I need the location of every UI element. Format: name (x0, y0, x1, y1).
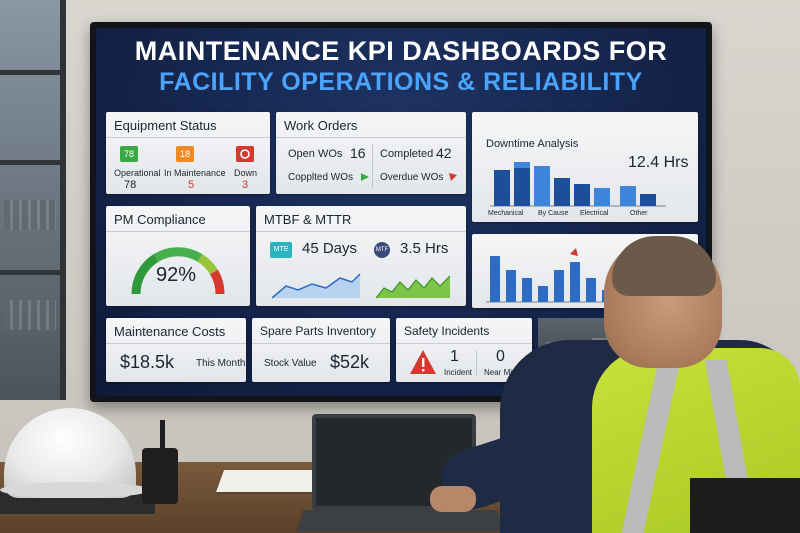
hard-hat-brim (0, 482, 150, 498)
completed-value: 42 (436, 145, 452, 161)
flag-icon (449, 173, 457, 181)
mtbf-value: 45 Days (302, 240, 358, 257)
trend-bar-chart (486, 248, 612, 303)
open-wos-label: Open WOs (288, 148, 343, 160)
coppl-wos-label: Copplted WOs (288, 172, 354, 183)
alert-icon (240, 149, 250, 159)
mtbf-trend-chart (271, 273, 361, 299)
down-badge (236, 146, 254, 162)
card-header (256, 206, 466, 232)
open-wos-value: 16 (350, 145, 366, 161)
downtime-analysis-card: Downtime Analysis 12.4 Hrs Mechanical By… (472, 112, 698, 222)
incident-value: 1 (450, 348, 459, 365)
worker-hand (430, 486, 476, 512)
card-title: Equipment Status (114, 118, 217, 133)
play-icon (361, 173, 369, 181)
costs-period: This Month (196, 358, 246, 369)
operational-value: 78 (124, 179, 137, 191)
radio-antenna (160, 420, 165, 450)
pm-compliance-value: 92% (156, 264, 197, 286)
down-label: Down (234, 168, 258, 178)
factory-machinery (4, 200, 56, 230)
work-orders-card: Work Orders Open WOs 16 Completed 42 Cop… (276, 112, 466, 194)
mttr-trend-chart (375, 275, 451, 299)
card-title: Safety Incidents (404, 324, 490, 338)
card-title: PM Compliance (114, 212, 206, 227)
card-header (106, 112, 270, 138)
stock-value-label: Stock Value (264, 358, 317, 369)
mttr-badge: MTF (374, 242, 390, 258)
spare-parts-card: Spare Parts Inventory Stock Value $52k (252, 318, 390, 382)
window-mullion (0, 160, 60, 165)
card-title: MTBF & MTTR (264, 212, 352, 227)
card-header (252, 318, 390, 344)
mtbf-mttr-card: MTBF & MTTR MTE 45 Days MTF 3.5 Hrs (256, 206, 466, 306)
category-label: Mechanical (488, 210, 524, 217)
downtime-value: 12.4 Hrs (628, 154, 689, 171)
factory-machinery (4, 300, 56, 330)
downtime-bar-chart (490, 162, 666, 207)
equipment-status-card: Equipment Status 78 18 Operational In Ma… (106, 112, 270, 194)
pm-compliance-gauge (131, 247, 225, 295)
category-label: Other (630, 210, 648, 217)
safety-incidents-card: Safety Incidents 1 Incident 0 Near Misse… (396, 318, 532, 382)
pm-compliance-card: PM Compliance 92% (106, 206, 250, 306)
maintenance-value: 5 (188, 179, 195, 191)
dashboard-subtitle: FACILITY OPERATIONS & RELIABILITY (159, 68, 643, 96)
card-header (106, 318, 246, 344)
paper-documents (215, 470, 325, 492)
costs-value: $18.5k (120, 352, 175, 372)
card-header (106, 206, 250, 232)
category-label: By Cause (538, 210, 569, 217)
overdue-wos-label: Overdue WOs (380, 172, 444, 183)
kpi-dashboard-screen: MAINTENANCE KPI DASHBOARDS FOR FACILITY … (96, 28, 706, 396)
card-title: Maintenance Costs (114, 324, 226, 339)
laptop-keyboard (296, 510, 504, 532)
stock-value: $52k (330, 352, 370, 372)
mtbf-badge: MTE (270, 242, 292, 258)
card-title: Spare Parts Inventory (260, 324, 377, 338)
card-title: Work Orders (284, 118, 358, 133)
window-mullion (0, 70, 60, 75)
incident-label: Incident (444, 368, 473, 377)
maintenance-badge: 18 (176, 146, 194, 162)
warning-icon (410, 350, 436, 374)
card-title: Downtime Analysis (486, 138, 579, 150)
card-header (396, 318, 532, 344)
completed-label: Completed (380, 148, 434, 160)
operational-label: Operational (114, 168, 161, 178)
walkie-talkie (142, 448, 178, 504)
maintenance-label: In Maintenance (164, 168, 226, 178)
office-chair (690, 478, 800, 533)
worker-hair (612, 236, 716, 296)
operational-badge: 78 (120, 146, 138, 162)
divider (372, 144, 373, 188)
near-miss-label: Near Misses (484, 368, 529, 377)
mttr-value: 3.5 Hrs (400, 240, 449, 257)
category-label: Electrical (580, 210, 609, 217)
factory-window (0, 0, 66, 400)
card-header (276, 112, 466, 138)
divider (476, 350, 477, 376)
window-mullion (0, 270, 60, 275)
down-value: 3 (242, 179, 249, 191)
dashboard-title: MAINTENANCE KPI DASHBOARDS FOR (134, 36, 668, 66)
near-miss-value: 0 (496, 348, 505, 365)
maintenance-costs-card: Maintenance Costs $18.5k This Month (106, 318, 246, 382)
